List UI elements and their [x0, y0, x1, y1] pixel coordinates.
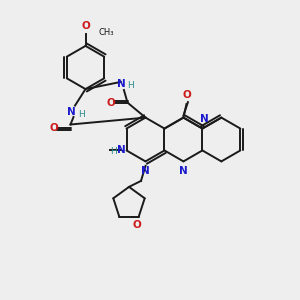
- Text: O: O: [183, 90, 191, 100]
- Text: N: N: [116, 79, 125, 89]
- Text: CH₃: CH₃: [98, 28, 114, 37]
- Text: N: N: [67, 106, 76, 117]
- Text: O: O: [133, 220, 142, 230]
- Text: N: N: [200, 114, 208, 124]
- Text: N: N: [179, 166, 188, 176]
- Text: H: H: [79, 110, 85, 119]
- Text: N: N: [117, 146, 125, 155]
- Text: H: H: [127, 81, 134, 90]
- Text: H: H: [110, 147, 117, 155]
- Text: O: O: [106, 98, 115, 108]
- Text: O: O: [81, 22, 90, 32]
- Text: N: N: [141, 166, 150, 176]
- Text: O: O: [49, 123, 58, 133]
